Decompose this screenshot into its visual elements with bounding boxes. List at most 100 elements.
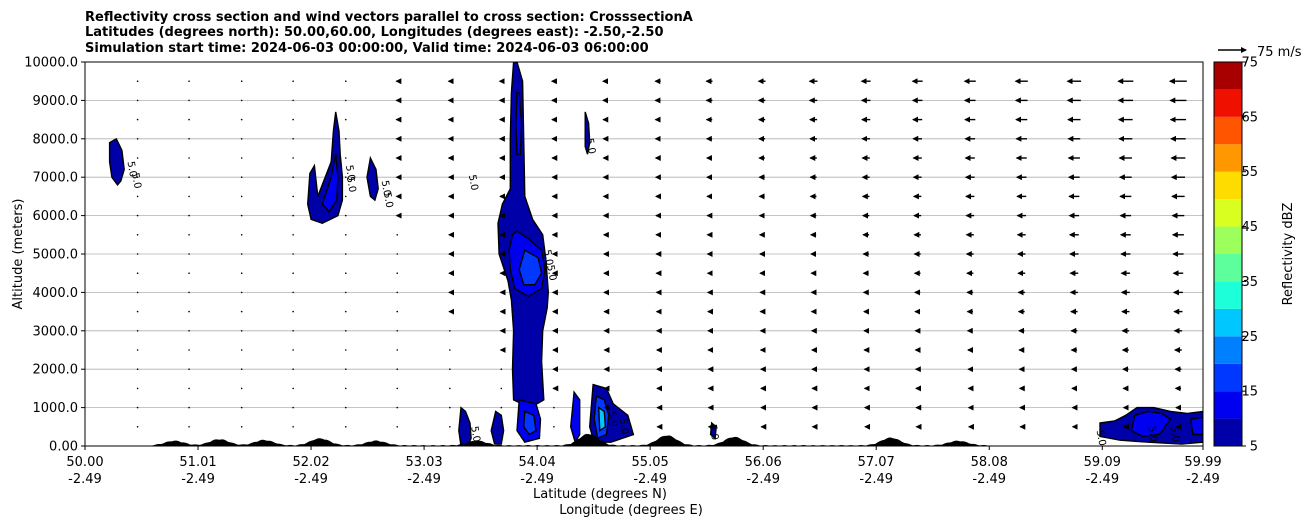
x-tick-label: 50.00 <box>66 455 103 470</box>
x-tick-label: 57.07 <box>858 455 895 470</box>
wind-vector <box>136 426 139 428</box>
x-axis-label-2: Longitude (degrees E) <box>559 503 703 518</box>
y-tick-label: 9000.0 <box>33 94 79 109</box>
contour-label: 5.0 <box>707 423 721 441</box>
contour-label: 5.0 <box>468 425 482 443</box>
wind-vector <box>292 310 294 313</box>
y-tick-label: 1000.0 <box>33 401 79 416</box>
wind-vector <box>396 253 399 255</box>
wind-vector <box>292 80 294 82</box>
terrain <box>85 433 1203 446</box>
wind-vector <box>344 387 347 390</box>
y-tick-label: 4000.0 <box>33 286 79 301</box>
wind-vector <box>188 253 190 255</box>
echo-54.6-core <box>597 406 607 432</box>
wind-vector <box>344 349 347 351</box>
wind-vector <box>240 368 243 371</box>
title-line-1: Reflectivity cross section and wind vect… <box>85 10 693 25</box>
wind-vector <box>188 80 190 82</box>
wind-vector <box>136 368 139 371</box>
wind-vector <box>292 176 294 178</box>
wind-vector <box>449 406 451 409</box>
x-tick-label-2: -2.49 <box>1186 472 1220 487</box>
contour-label: 5.0 <box>1168 425 1182 443</box>
wind-vector <box>344 176 347 178</box>
colorbar-swatch <box>1214 363 1242 392</box>
contour-label: 5.0 <box>617 418 631 436</box>
wind-vector <box>500 387 503 390</box>
wind-vector <box>396 291 399 294</box>
wind-vector <box>136 195 139 198</box>
wind-vector <box>344 330 347 332</box>
wind-vector <box>396 426 399 428</box>
wind-vector <box>344 368 347 371</box>
wind-vector <box>292 99 294 102</box>
title-line-3: Simulation start time: 2024-06-03 00:00:… <box>85 41 649 56</box>
echo-53.7-low <box>490 410 505 445</box>
colorbar-tick-label: 55 <box>1241 165 1258 180</box>
y-tick-label: 0.00 <box>49 440 78 455</box>
x-tick-label: 54.04 <box>519 455 556 470</box>
x-tick-label-2: -2.49 <box>972 472 1006 487</box>
x-tick-label-2: -2.49 <box>859 472 893 487</box>
wind-vector <box>136 157 139 159</box>
wind-vector <box>136 291 139 294</box>
wind-vector <box>136 214 139 217</box>
colorbar-frame <box>1213 61 1243 447</box>
x-tick-label-2: -2.49 <box>520 472 554 487</box>
x-tick-label: 53.03 <box>405 455 442 470</box>
wind-vector <box>136 330 139 332</box>
contour-label: 5.0 <box>583 137 597 155</box>
echo-59.9-mid <box>1189 416 1203 436</box>
colorbar-swatch <box>1214 116 1242 145</box>
wind-vector <box>344 253 347 255</box>
wind-vector <box>136 99 139 102</box>
wind-vector <box>240 118 243 121</box>
wind-vector <box>240 195 243 198</box>
wind-vector <box>188 368 190 371</box>
wind-vector <box>188 310 190 313</box>
colorbar-tick-label: 65 <box>1241 110 1258 125</box>
wind-vector <box>292 349 294 351</box>
colorbar-swatch <box>1214 336 1242 364</box>
wind-vector <box>136 118 139 121</box>
colorbar-tick-label: 45 <box>1241 220 1258 235</box>
wind-vector <box>188 99 190 102</box>
wind-vector <box>240 426 243 428</box>
x-tick-label-2: -2.49 <box>181 472 215 487</box>
wind-vector <box>188 234 190 236</box>
echo-52.6 <box>366 155 379 202</box>
x-tick-label: 56.06 <box>745 455 782 470</box>
wind-vector <box>292 234 294 236</box>
y-axis-label: Altitude (meters) <box>11 199 26 310</box>
wind-vector <box>188 272 190 275</box>
wind-vector <box>136 349 139 351</box>
wind-vector <box>188 157 190 159</box>
wind-vector <box>136 80 139 82</box>
wind-vector <box>344 272 347 275</box>
contour-label: 5.0 <box>381 191 395 209</box>
reflectivity-contours <box>108 62 1203 446</box>
wind-vector <box>292 406 294 409</box>
wind-vector <box>188 214 190 217</box>
wind-vector <box>136 176 139 178</box>
colorbar-tick-label: 75 <box>1241 56 1258 71</box>
x-tick-label-2: -2.49 <box>1085 472 1119 487</box>
wind-vector <box>240 291 243 294</box>
wind-vector <box>292 272 294 275</box>
wind-vector <box>136 310 139 313</box>
title-line-2: Latitudes (degrees north): 50.00,60.00, … <box>85 25 664 40</box>
wind-vector <box>292 157 294 159</box>
contour-label: 5.0 <box>541 249 555 267</box>
wind-vector <box>292 387 294 390</box>
echo-53.9-core <box>522 410 537 436</box>
colorbar-swatch <box>1214 62 1242 90</box>
wind-vector <box>292 214 294 217</box>
horizontal-grid <box>85 100 1203 409</box>
echo-54.4-low <box>569 390 581 444</box>
wind-vector <box>500 368 503 371</box>
wind-vector <box>396 272 399 275</box>
colorbar-tick-label: 35 <box>1241 275 1258 290</box>
wind-vector <box>500 426 503 428</box>
wind-vector <box>449 368 451 371</box>
